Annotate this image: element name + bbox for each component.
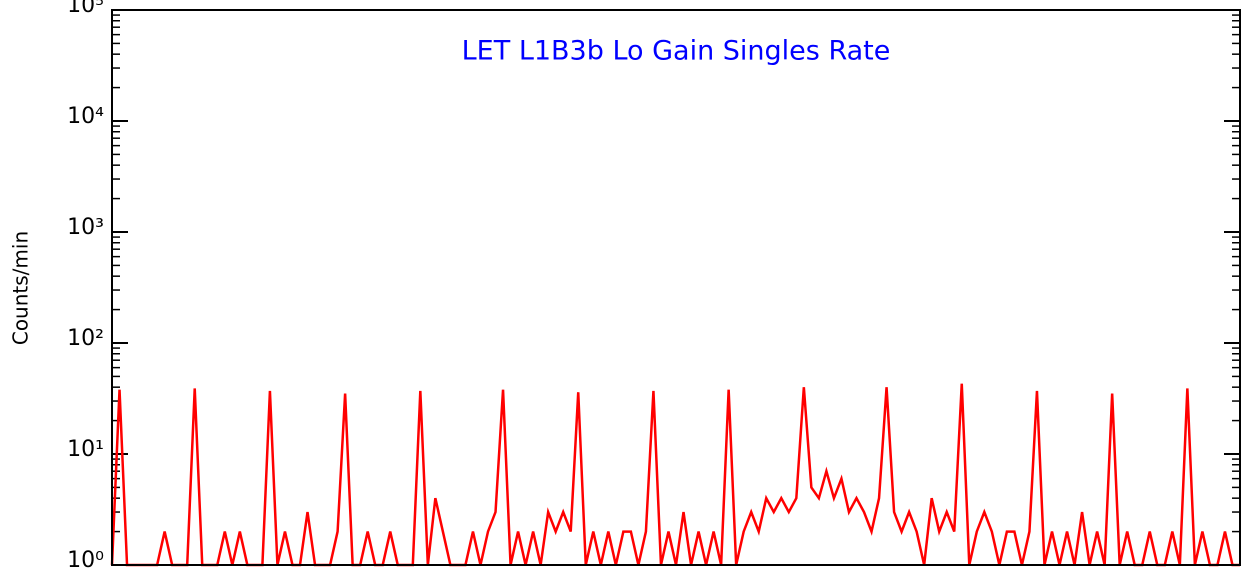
y-tick-label: 10⁵ [67, 0, 104, 18]
data-line [110, 383, 1240, 567]
y-tick-label: 10² [67, 326, 104, 351]
chart-title: LET L1B3b Lo Gain Singles Rate [462, 36, 891, 67]
y-tick-label: 10³ [67, 215, 104, 240]
y-tick-label: 10⁴ [67, 104, 104, 129]
y-tick-label: 10¹ [67, 437, 104, 462]
y-axis-label: Counts/min [9, 231, 33, 345]
plot-frame [111, 9, 1241, 566]
y-tick-label: 10⁰ [67, 548, 104, 573]
